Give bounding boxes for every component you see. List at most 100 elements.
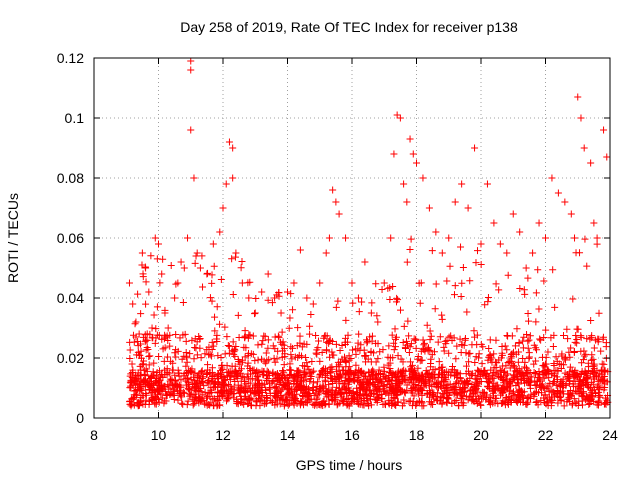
scatter-texture-mark bbox=[379, 383, 387, 391]
scatter-texture-mark bbox=[391, 335, 399, 343]
data-point bbox=[229, 174, 237, 182]
scatter-texture-mark bbox=[179, 388, 187, 396]
scatter-texture-mark bbox=[160, 399, 168, 407]
scatter-texture-mark bbox=[520, 388, 528, 396]
data-point bbox=[509, 210, 517, 218]
scatter-texture-mark bbox=[403, 258, 411, 266]
scatter-texture-mark bbox=[319, 383, 327, 391]
scatter-texture-mark bbox=[220, 381, 228, 389]
scatter-texture-mark bbox=[160, 357, 168, 365]
scatter-texture-mark bbox=[218, 372, 226, 380]
scatter-texture-mark bbox=[231, 346, 239, 354]
scatter-texture-mark bbox=[535, 367, 543, 375]
scatter-texture-mark bbox=[571, 338, 579, 346]
scatter-texture-mark bbox=[238, 399, 246, 407]
scatter-texture-mark bbox=[299, 362, 307, 370]
scatter-texture-mark bbox=[309, 384, 317, 392]
scatter-texture-mark bbox=[426, 336, 434, 344]
scatter-texture-mark bbox=[287, 351, 295, 359]
scatter-texture-mark bbox=[471, 384, 479, 392]
scatter-texture-mark bbox=[263, 393, 271, 401]
scatter-texture-mark bbox=[208, 345, 216, 353]
scatter-texture-mark bbox=[376, 348, 384, 356]
scatter-texture-mark bbox=[127, 384, 135, 392]
scatter-texture-mark bbox=[413, 386, 421, 394]
scatter-texture-mark bbox=[394, 296, 402, 304]
scatter-texture-mark bbox=[167, 375, 175, 383]
scatter-texture-mark bbox=[469, 397, 477, 405]
scatter-texture-mark bbox=[126, 346, 134, 354]
scatter-texture-mark bbox=[425, 381, 433, 389]
scatter-texture-mark bbox=[446, 380, 454, 388]
scatter-texture-mark bbox=[211, 313, 219, 321]
data-point bbox=[458, 180, 466, 188]
scatter-texture-mark bbox=[272, 382, 280, 390]
scatter-texture-mark bbox=[224, 380, 232, 388]
scatter-texture-mark bbox=[332, 388, 340, 396]
scatter-texture-mark bbox=[134, 290, 142, 298]
data-point bbox=[542, 234, 549, 242]
scatter-texture-mark bbox=[525, 377, 533, 385]
scatter-texture-mark bbox=[258, 340, 266, 348]
scatter-texture-mark bbox=[450, 390, 458, 398]
scatter-texture-mark bbox=[211, 327, 219, 335]
scatter-texture-mark bbox=[337, 374, 345, 382]
y-tick-label: 0.04 bbox=[57, 290, 84, 306]
scatter-texture-mark bbox=[599, 377, 607, 385]
scatter-texture-mark bbox=[528, 373, 536, 381]
scatter-texture-mark bbox=[129, 395, 137, 403]
data-point bbox=[187, 66, 195, 74]
data-point bbox=[135, 330, 143, 338]
scatter-texture-mark bbox=[425, 398, 433, 406]
scatter-texture-mark bbox=[163, 391, 171, 399]
scatter-texture-mark bbox=[340, 366, 348, 374]
scatter-texture-mark bbox=[390, 346, 398, 354]
scatter-texture-mark bbox=[423, 390, 431, 398]
scatter-texture-mark bbox=[172, 331, 180, 339]
scatter-texture-mark bbox=[418, 371, 426, 379]
scatter-texture-mark bbox=[526, 332, 534, 340]
scatter-texture-mark bbox=[279, 347, 287, 355]
scatter-texture-mark bbox=[452, 397, 460, 405]
scatter-texture-mark bbox=[583, 394, 591, 402]
scatter-texture-mark bbox=[574, 402, 582, 410]
scatter-texture-mark bbox=[551, 391, 559, 399]
scatter-texture-mark bbox=[193, 379, 201, 387]
scatter-texture-mark bbox=[541, 391, 549, 399]
scatter-texture-mark bbox=[204, 269, 212, 277]
scatter-texture-mark bbox=[444, 371, 452, 379]
scatter-texture-mark bbox=[429, 391, 437, 399]
scatter-texture-mark bbox=[213, 335, 221, 343]
scatter-texture-mark bbox=[191, 369, 199, 377]
scatter-texture-mark bbox=[513, 379, 521, 387]
scatter-texture-mark bbox=[460, 341, 468, 349]
scatter-texture-mark bbox=[321, 332, 329, 340]
scatter-texture-mark bbox=[222, 376, 230, 384]
scatter-texture-mark bbox=[397, 306, 405, 314]
scatter-texture-mark bbox=[265, 356, 273, 364]
scatter-texture-mark bbox=[495, 286, 503, 294]
scatter-texture-mark bbox=[434, 338, 442, 346]
scatter-texture-mark bbox=[508, 389, 516, 397]
scatter-texture-mark bbox=[214, 352, 222, 360]
scatter-texture-mark bbox=[179, 331, 187, 339]
x-axis-label: GPS time / hours bbox=[296, 457, 403, 473]
scatter-texture-mark bbox=[203, 369, 211, 377]
scatter-texture-mark bbox=[205, 380, 213, 388]
scatter-texture-mark bbox=[443, 394, 451, 402]
scatter-texture-mark bbox=[287, 290, 295, 298]
scatter-texture-mark bbox=[291, 395, 299, 403]
scatter-texture-mark bbox=[492, 280, 500, 288]
scatter-texture-mark bbox=[274, 332, 282, 340]
scatter-texture-mark bbox=[477, 340, 485, 348]
scatter-texture-mark bbox=[577, 333, 585, 341]
scatter-texture-mark bbox=[345, 356, 353, 364]
scatter-texture-mark bbox=[233, 375, 241, 383]
scatter-texture-mark bbox=[462, 362, 470, 370]
scatter-texture-mark bbox=[566, 353, 574, 361]
scatter-texture-mark bbox=[372, 358, 380, 366]
scatter-texture-mark bbox=[475, 354, 483, 362]
y-tick-label: 0.02 bbox=[57, 350, 84, 366]
scatter-texture-mark bbox=[290, 377, 298, 385]
